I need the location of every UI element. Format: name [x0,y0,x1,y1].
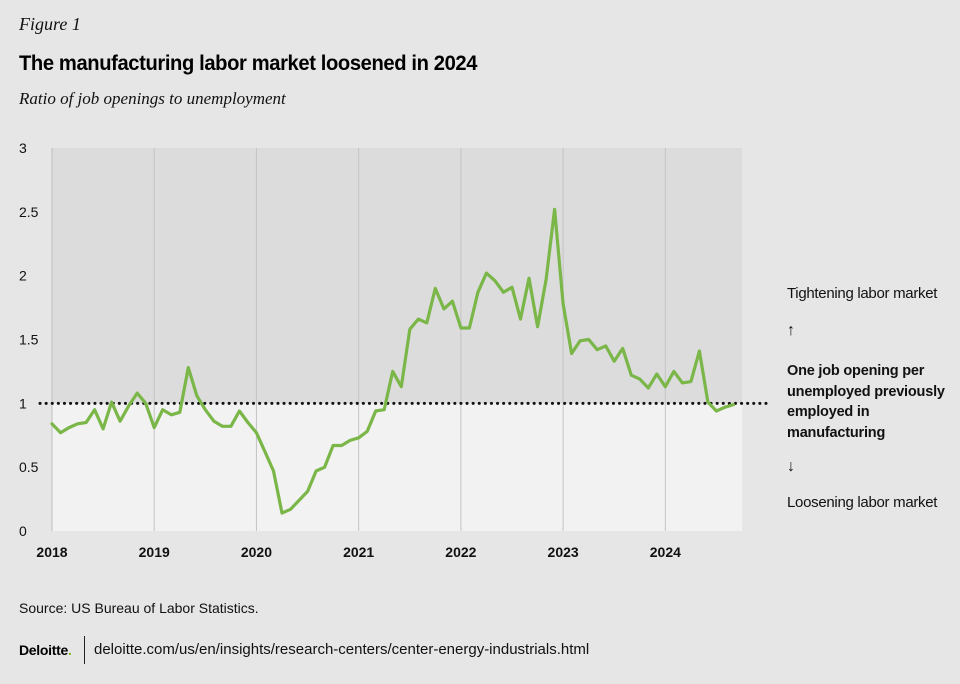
tightening-label: Tightening labor market [787,285,938,302]
brand-name: Deloitte [19,642,68,658]
y-tick-label: 1.5 [19,332,39,348]
y-tick-label: 2 [19,268,27,284]
y-tick-label: 1 [19,395,27,411]
source-note: Source: US Bureau of Labor Statistics. [19,600,259,616]
brand-dot: . [67,642,72,658]
footer-divider [84,636,85,664]
x-tick-label: 2022 [445,544,476,560]
y-tick-label: 0 [19,523,27,539]
x-tick-label: 2018 [36,544,67,560]
y-tick-label: 2.5 [19,204,39,220]
series-line [50,207,736,515]
source-url[interactable]: deloitte.com/us/en/insights/research-cen… [94,641,590,658]
loosening-label: Loosening labor market [787,494,938,511]
x-tick-label: 2024 [650,544,681,560]
x-tick-label: 2019 [139,544,170,560]
x-tick-label: 2020 [241,544,272,560]
x-tick-label: 2023 [548,544,579,560]
figure-label: Figure 1 [19,14,81,34]
x-tick-label: 2021 [343,544,374,560]
loosening-region [52,403,742,531]
y-tick-label: 0.5 [19,459,39,475]
down-arrow-icon: ↓ [787,458,795,475]
chart-subtitle: Ratio of job openings to unemployment [19,89,286,108]
deloitte-logo: Deloitte. [19,642,72,658]
chart-title: The manufacturing labor market loosened … [19,52,478,75]
y-tick-label: 3 [19,140,27,156]
reference-line-label: One job opening per unemployed previousl… [787,363,945,441]
tightening-region [52,148,742,404]
up-arrow-icon: ↑ [787,322,795,339]
